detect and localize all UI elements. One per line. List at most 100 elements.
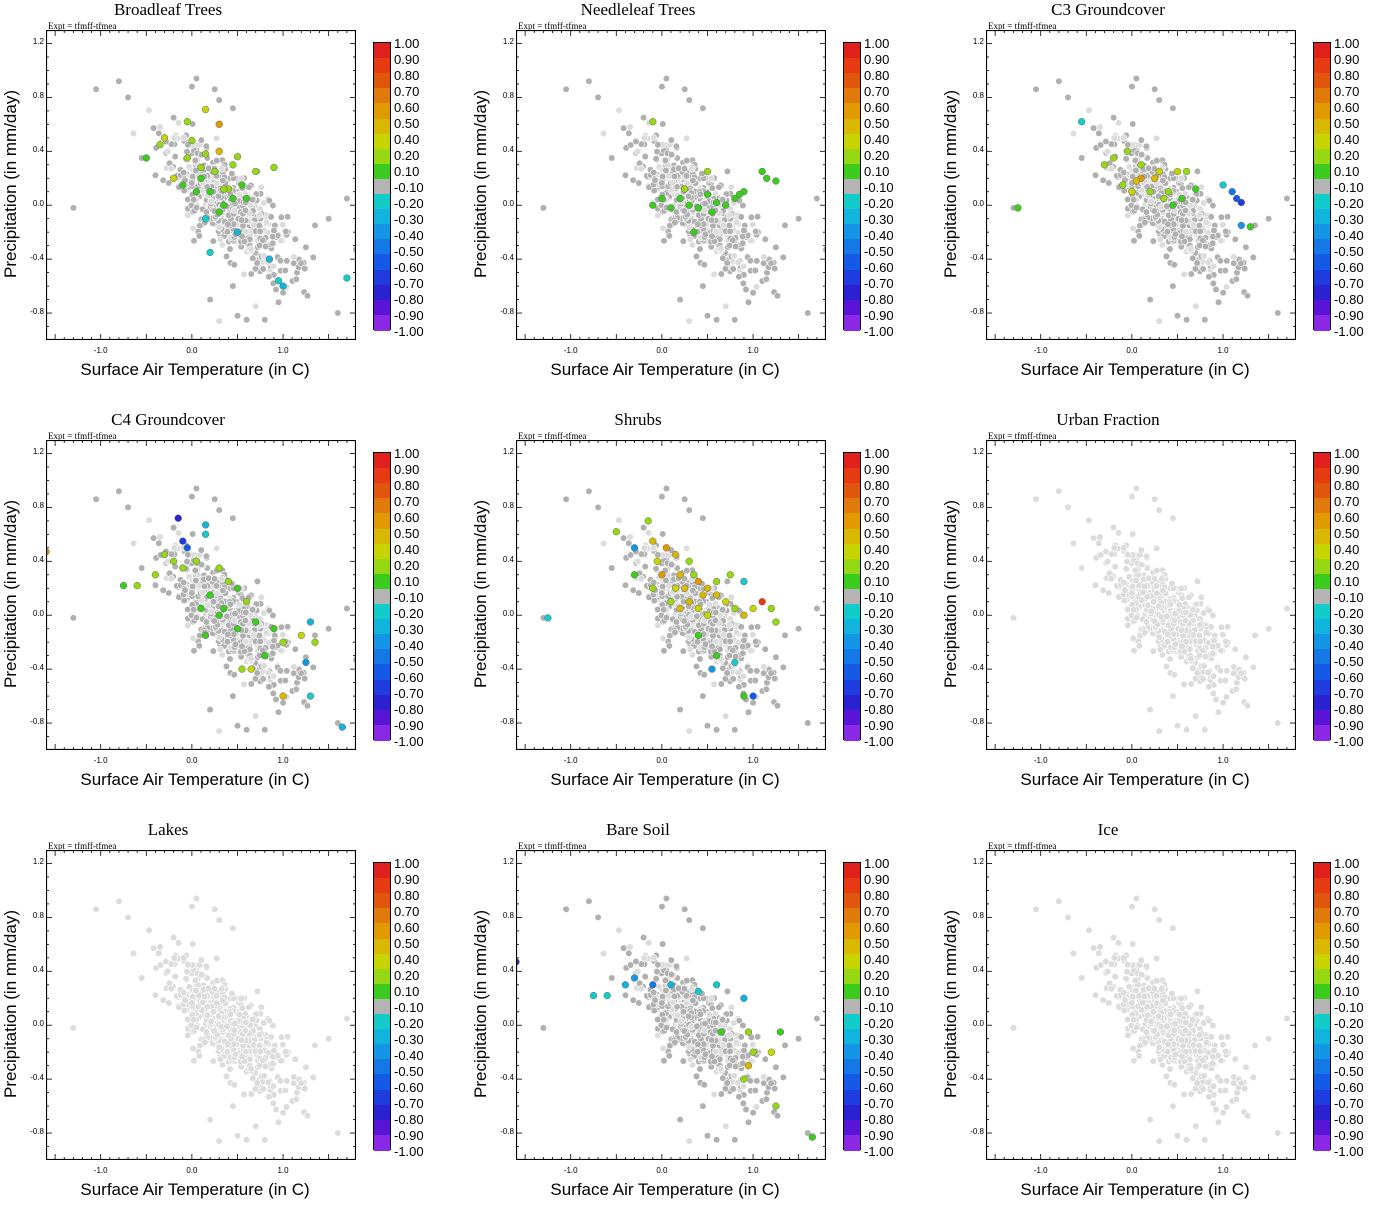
colored-point (677, 605, 684, 612)
background-point (189, 583, 196, 590)
background-point (231, 261, 238, 268)
colorbar-swatch (844, 209, 860, 225)
colored-point (677, 571, 684, 578)
colorbar-swatch (844, 194, 860, 210)
colorbar-label: 0.90 (864, 462, 914, 477)
colorbar-swatch (844, 453, 860, 469)
background-point (659, 493, 666, 500)
colorbar-label: 1.00 (864, 446, 914, 461)
x-tick-label: 1.0 (268, 756, 298, 765)
background-point (773, 244, 780, 251)
background-point (752, 638, 759, 645)
colored-point (695, 578, 702, 585)
x-tick-label: -1.0 (86, 756, 116, 765)
y-tick-label: 0.8 (26, 91, 44, 100)
background-point (203, 619, 210, 626)
background-point (761, 664, 768, 671)
background-point (93, 86, 100, 93)
background-point (1243, 654, 1250, 661)
colorbar-swatch (1314, 224, 1330, 240)
colored-point (179, 565, 186, 572)
colored-point (713, 578, 720, 585)
background-point (193, 577, 200, 584)
background-point (270, 690, 277, 697)
background-point (740, 673, 747, 680)
background-point (627, 534, 634, 541)
background-point (683, 545, 690, 552)
background-point (1124, 558, 1131, 565)
background-point (156, 130, 163, 137)
colorbar-label: -0.90 (864, 308, 914, 323)
background-point (257, 638, 264, 645)
background-point (256, 242, 263, 249)
background-point (196, 643, 203, 650)
colorbar-label: -0.50 (394, 654, 444, 669)
background-point (626, 130, 633, 137)
background-point (638, 575, 645, 582)
background-point (622, 582, 629, 589)
background-point (1206, 684, 1213, 691)
colorbar-label: -1.00 (864, 324, 914, 339)
colorbar-label: 0.70 (864, 494, 914, 509)
background-point (668, 561, 675, 568)
background-point (702, 641, 709, 648)
background-point (1090, 125, 1097, 132)
background-point (230, 105, 237, 112)
colored-point (234, 153, 241, 160)
background-point (1133, 577, 1140, 584)
background-point (227, 601, 234, 608)
background-point (1120, 545, 1127, 552)
background-point (1233, 276, 1240, 283)
background-point (1138, 547, 1145, 554)
background-point (1188, 271, 1195, 278)
background-point (747, 258, 754, 265)
background-point (1136, 233, 1143, 240)
background-point (706, 601, 713, 608)
colorbar-swatch (1314, 149, 1330, 165)
background-point (248, 246, 255, 253)
background-point (157, 534, 164, 541)
colorbar-label: 1.00 (864, 36, 914, 51)
background-point (184, 558, 191, 565)
colorbar-label: 0.70 (864, 84, 914, 99)
colorbar-label: 0.50 (1334, 116, 1373, 131)
colored-point (545, 615, 552, 622)
colored-point (1220, 182, 1227, 189)
colored-point (170, 175, 177, 182)
colorbar-label: -0.70 (864, 686, 914, 701)
background-point (284, 624, 291, 631)
colorbar-label: -0.40 (1334, 228, 1373, 243)
colorbar-swatch (374, 513, 390, 529)
background-point (650, 545, 657, 552)
background-point (243, 317, 250, 324)
colorbar-swatch (374, 710, 390, 726)
colorbar-label: 0.40 (394, 132, 444, 147)
background-point (726, 212, 733, 219)
colorbar-label: -0.60 (394, 260, 444, 275)
background-point (213, 545, 220, 552)
colorbar-label: -0.80 (864, 702, 914, 717)
background-point (254, 260, 261, 267)
colorbar-swatch (844, 43, 860, 59)
colorbar-label: 0.10 (1334, 164, 1373, 179)
background-point (284, 214, 291, 221)
background-point (344, 605, 351, 612)
background-point (711, 271, 718, 278)
colorbar-swatch (844, 529, 860, 545)
background-point (1190, 632, 1197, 639)
background-point (1213, 696, 1220, 703)
x-axis-label: Surface Air Temperature (in C) (940, 360, 1330, 380)
colored-point (339, 724, 346, 731)
background-point (1129, 493, 1136, 500)
colored-point (1151, 175, 1158, 182)
background-point (563, 86, 570, 93)
background-point (687, 646, 694, 653)
background-point (668, 151, 675, 158)
colored-point (704, 191, 711, 198)
background-point (1143, 619, 1150, 626)
background-point (190, 225, 197, 232)
background-point (1103, 548, 1110, 555)
background-point (1232, 236, 1239, 243)
background-point (192, 157, 199, 164)
